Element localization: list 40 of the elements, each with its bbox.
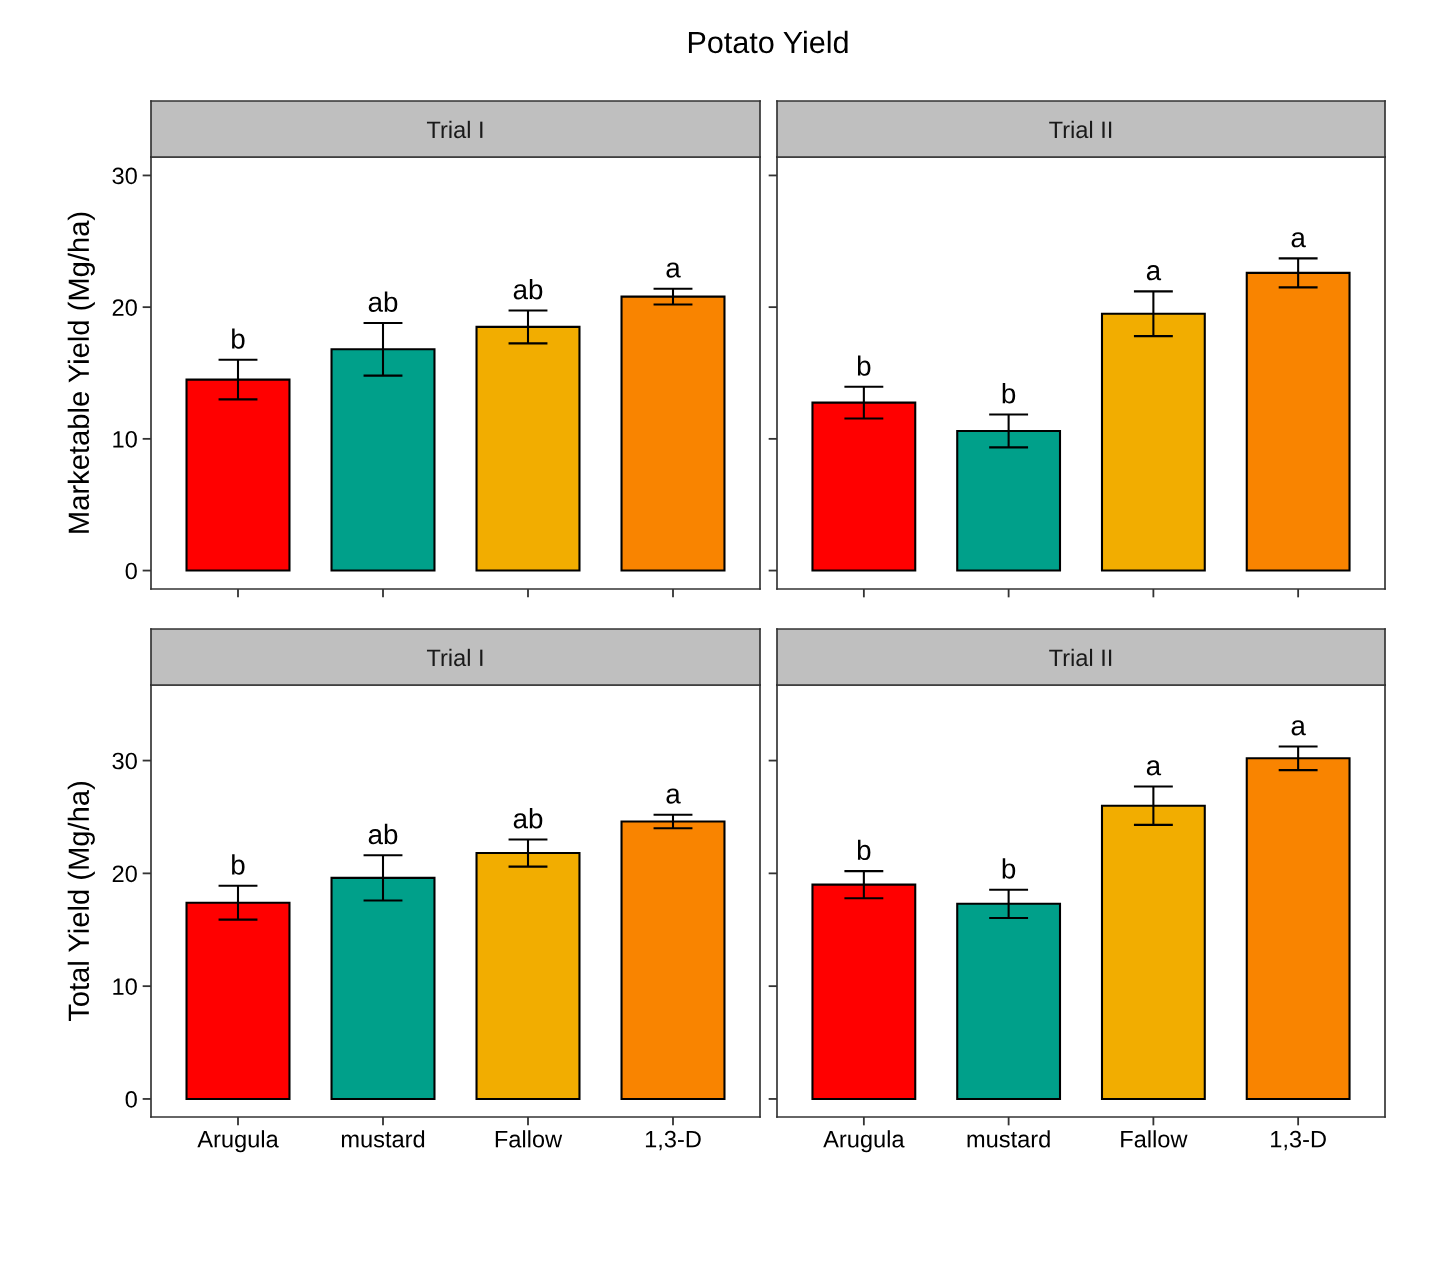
text: Potato Yield	[688, 30, 848, 54]
y-tick-label: 20	[112, 865, 137, 883]
y-tick-label: 30	[112, 752, 137, 770]
chart-title: Trial II	[1049, 120, 1112, 139]
annotation: b	[857, 355, 871, 376]
annotation: b	[1002, 383, 1016, 404]
y-tick-label: 10	[113, 978, 137, 995]
chart-title: Trial I	[426, 120, 483, 139]
annotation: a	[1291, 232, 1306, 248]
y-tick-label: 0	[125, 562, 137, 580]
x-tick-label: mustard	[967, 1130, 1050, 1148]
annotation: a	[1146, 760, 1162, 776]
y-axis-title: Total Yield (Mg/ha)	[67, 782, 95, 1022]
annotation: ab	[513, 278, 543, 300]
y-tick-label: 10	[113, 430, 137, 448]
x-tick-label: Arugula	[197, 1130, 279, 1153]
bar	[620, 820, 726, 1100]
x-tick-label: 1,3-D	[645, 1130, 701, 1151]
annotation: a	[666, 262, 681, 278]
y-tick-label: 30	[112, 167, 137, 185]
y-tick-label: 0	[125, 1091, 137, 1108]
x-tick-label: 1,3-D	[1271, 1130, 1326, 1151]
annotation: ab	[368, 823, 398, 845]
annotation: b	[857, 839, 871, 861]
annotation: a	[666, 788, 681, 804]
annotation: b	[232, 854, 245, 875]
x-tick-label: Fallow	[1121, 1130, 1188, 1148]
annotation: a	[1291, 720, 1306, 736]
y-tick-label: 20	[112, 299, 137, 316]
annotation: ab	[513, 808, 543, 829]
annotation: ab	[368, 291, 398, 312]
annotation: a	[1146, 265, 1162, 281]
chart-title: Trial I	[426, 648, 483, 667]
chart-title: Trial II	[1049, 648, 1112, 667]
y-axis-title: Marketable Yield (Mg/ha)	[67, 212, 95, 533]
x-tick-label: Fallow	[495, 1130, 563, 1148]
annotation: b	[1002, 858, 1016, 879]
annotation: b	[232, 328, 245, 349]
x-tick-label: mustard	[341, 1130, 425, 1148]
x-tick-label: Arugula	[823, 1130, 905, 1153]
